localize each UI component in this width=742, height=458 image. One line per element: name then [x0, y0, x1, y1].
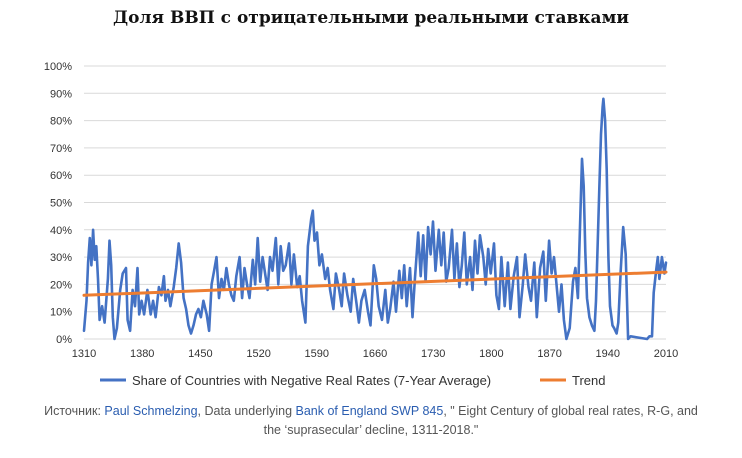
blue-series-line [82, 97, 668, 341]
legend-label: Share of Countries with Negative Real Ra… [132, 373, 491, 388]
line-chart: 0%10%20%30%40%50%60%70%80%90%100% 1310 13… [44, 61, 678, 388]
source-caption: Источник: Paul Schmelzing, Data underlyi… [40, 402, 702, 440]
x-tick-label: 1450 [188, 348, 212, 360]
y-tick-label: 70% [50, 143, 72, 155]
y-tick-label: 20% [50, 279, 72, 291]
y-tick-label: 40% [50, 225, 72, 237]
y-tick-label: 10% [50, 307, 72, 319]
chart-title: Доля ВВП с отрицательными реальными став… [113, 8, 629, 28]
author-link[interactable]: Paul Schmelzing [104, 404, 198, 418]
y-tick-label: 60% [50, 170, 72, 182]
caption-suffix: , " Eight Century of global real rates, … [263, 404, 698, 437]
x-tick-label: 1310 [72, 348, 96, 360]
legend: Share of Countries with Negative Real Ra… [100, 373, 605, 388]
y-tick-label: 100% [44, 61, 72, 73]
y-tick-label: 0% [56, 334, 72, 346]
x-tick-label: 1730 [421, 348, 445, 360]
y-tick-label: 90% [50, 88, 72, 100]
trend-line [82, 270, 668, 297]
caption-middle: , Data underlying [197, 404, 296, 418]
x-axis-ticks: 1310 1380 1450 1520 1590 1660 1730 1800 1870 1940… [72, 348, 678, 360]
series-layer [82, 97, 668, 341]
report-link[interactable]: Bank of England SWP 845 [295, 404, 444, 418]
x-tick-label: 2010 [654, 348, 678, 360]
x-tick-label: 1800 [479, 348, 503, 360]
x-tick-label: 1870 [537, 348, 561, 360]
caption-prefix: Источник: [44, 404, 105, 418]
x-tick-label: 1380 [130, 348, 154, 360]
grid-lines [84, 65, 666, 340]
x-tick-label: 1590 [305, 348, 329, 360]
x-tick-label: 1520 [246, 348, 270, 360]
y-axis-ticks: 0% 10% 20% 30% 40% 50% 60% 70% 80% 90% 100% [44, 61, 72, 346]
legend-label: Trend [572, 373, 605, 388]
y-tick-label: 80% [50, 116, 72, 128]
y-tick-label: 30% [50, 252, 72, 264]
y-tick-label: 50% [50, 198, 72, 210]
x-tick-label: 1660 [363, 348, 387, 360]
x-tick-label: 1940 [596, 348, 620, 360]
